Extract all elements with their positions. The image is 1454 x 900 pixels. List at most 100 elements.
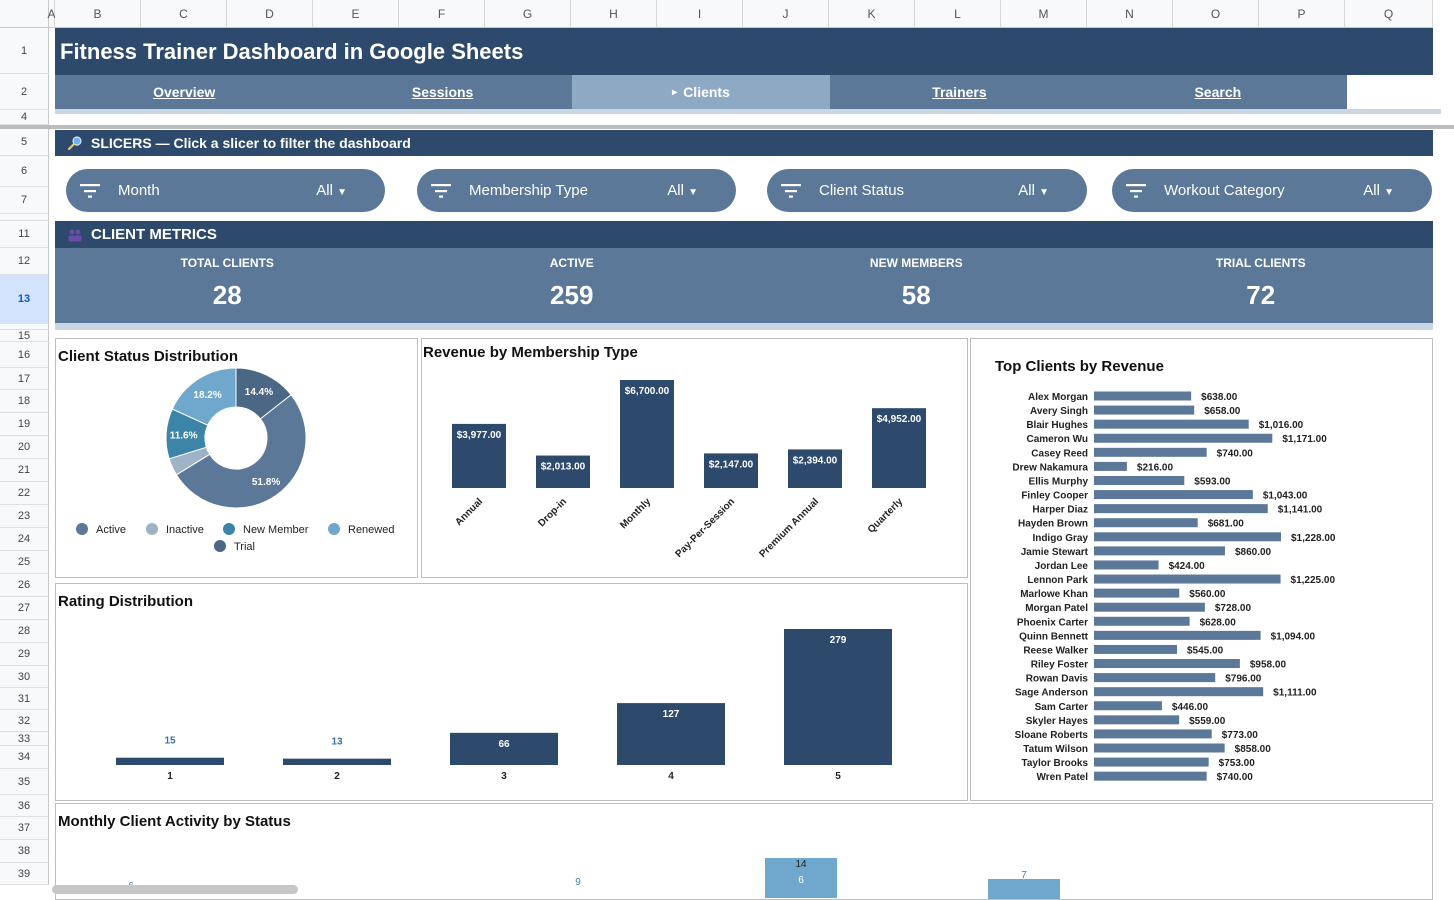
- tab-search[interactable]: Search: [1088, 75, 1348, 109]
- row-header[interactable]: 38: [0, 840, 49, 863]
- row-header[interactable]: 17: [0, 368, 49, 390]
- row-header[interactable]: 34: [0, 746, 49, 769]
- tab-sessions[interactable]: Sessions: [313, 75, 572, 109]
- horizontal-scrollbar[interactable]: [52, 885, 298, 894]
- chart-rating-distribution[interactable]: Rating Distribution 15 1 13 2 66 3 127 4 279 5: [55, 583, 968, 801]
- chart-client-status[interactable]: Client Status Distribution 51.8% 11.6% 18.…: [55, 338, 418, 578]
- row-header[interactable]: 24: [0, 528, 49, 551]
- column-header[interactable]: Q: [1345, 0, 1433, 28]
- bar: [1094, 447, 1207, 457]
- row-header[interactable]: 29: [0, 643, 49, 666]
- bar-value-label: 13: [331, 737, 343, 748]
- legend-label: New Member: [243, 524, 309, 536]
- column-header[interactable]: E: [313, 0, 399, 28]
- row-header[interactable]: 35: [0, 769, 49, 795]
- legend-label: Inactive: [166, 524, 204, 536]
- bar-value-label: $628.00: [1200, 617, 1237, 628]
- column-header[interactable]: D: [227, 0, 313, 28]
- y-tick-label: Sage Anderson: [1015, 688, 1088, 699]
- slicer-membership-type[interactable]: Membership Type All ▼: [417, 169, 736, 212]
- bar-value-label: 127: [663, 709, 680, 720]
- bar: [1094, 546, 1225, 556]
- row-header[interactable]: 36: [0, 795, 49, 817]
- chart-top-clients[interactable]: Top Clients by Revenue Alex Morgan $638.0…: [970, 338, 1433, 801]
- bar-value-label: 66: [498, 739, 510, 750]
- row-header[interactable]: 12: [0, 248, 49, 275]
- bar: [452, 423, 506, 488]
- x-tick-label: 1: [167, 771, 173, 782]
- row-header[interactable]: 39: [0, 863, 49, 885]
- row-header[interactable]: 21: [0, 459, 49, 482]
- slicer-label: Month: [118, 182, 160, 199]
- slicer-month[interactable]: Month All ▼: [66, 169, 385, 212]
- row-header[interactable]: 6: [0, 156, 49, 187]
- slicer-client-status[interactable]: Client Status All ▼: [767, 169, 1087, 212]
- column-header[interactable]: B: [55, 0, 141, 28]
- legend-marker: [76, 523, 88, 535]
- y-tick-label: Blair Hughes: [1026, 420, 1088, 431]
- row-header[interactable]: 5: [0, 129, 49, 156]
- row-header[interactable]: 20: [0, 436, 49, 459]
- row-header[interactable]: 31: [0, 688, 49, 710]
- tab-clients[interactable]: Clients: [571, 75, 831, 109]
- column-header[interactable]: I: [657, 0, 743, 28]
- bar-value-label: $858.00: [1235, 744, 1272, 755]
- tab-trainers[interactable]: Trainers: [830, 75, 1089, 109]
- column-header[interactable]: H: [571, 0, 657, 28]
- bar: [1094, 743, 1225, 753]
- row-header[interactable]: 1: [0, 28, 49, 74]
- column-header[interactable]: M: [1001, 0, 1087, 28]
- bar: [765, 858, 837, 898]
- legend-marker: [223, 523, 235, 535]
- row-header[interactable]: 25: [0, 551, 49, 574]
- column-header[interactable]: J: [743, 0, 829, 28]
- column-header[interactable]: G: [485, 0, 571, 28]
- freeze-divider[interactable]: [0, 125, 1454, 129]
- y-tick-label: Sam Carter: [1035, 702, 1088, 713]
- row-header[interactable]: 22: [0, 482, 49, 505]
- chart-revenue-membership[interactable]: Revenue by Membership Type $3,977.00 Annu…: [421, 338, 968, 578]
- row-header[interactable]: 37: [0, 817, 49, 840]
- row-header[interactable]: 13: [0, 275, 49, 324]
- row-header[interactable]: 23: [0, 505, 49, 528]
- row-header[interactable]: 32: [0, 710, 49, 732]
- pie-slice-label: 11.6%: [170, 431, 198, 442]
- column-header[interactable]: F: [399, 0, 485, 28]
- row-header[interactable]: 26: [0, 574, 49, 597]
- row-header[interactable]: 18: [0, 390, 49, 413]
- column-header[interactable]: N: [1087, 0, 1173, 28]
- slicer-workout-category[interactable]: Workout Category All ▼: [1112, 169, 1432, 212]
- row-header[interactable]: [0, 214, 49, 221]
- bar-value-label: 7: [1021, 870, 1027, 881]
- metric-label: TOTAL CLIENTS: [180, 256, 274, 270]
- row-header[interactable]: 15: [0, 330, 49, 342]
- row-header[interactable]: 7: [0, 187, 49, 214]
- row-header[interactable]: 2: [0, 74, 49, 110]
- row-header[interactable]: [0, 324, 49, 330]
- bar-value-label: $545.00: [1187, 645, 1224, 656]
- bar: [1094, 771, 1207, 781]
- metric-trial-clients: TRIAL CLIENTS 72: [1089, 248, 1434, 323]
- bar: [1094, 419, 1249, 429]
- bar: [1094, 715, 1180, 725]
- column-header[interactable]: L: [915, 0, 1001, 28]
- row-header[interactable]: 4: [0, 110, 49, 125]
- column-header[interactable]: A: [48, 0, 56, 28]
- row-header[interactable]: 28: [0, 620, 49, 643]
- row-header[interactable]: 11: [0, 221, 49, 248]
- x-tick-label: Pay-Per-Session: [674, 496, 738, 560]
- row-header[interactable]: 16: [0, 342, 49, 368]
- select-all-corner[interactable]: [0, 0, 49, 28]
- row-header[interactable]: 30: [0, 666, 49, 688]
- tab-overview[interactable]: Overview: [55, 75, 314, 109]
- column-header[interactable]: P: [1259, 0, 1345, 28]
- y-tick-label: Casey Reed: [1031, 448, 1088, 459]
- row-header[interactable]: 19: [0, 413, 49, 436]
- column-header[interactable]: O: [1173, 0, 1259, 28]
- row-header[interactable]: 33: [0, 732, 49, 746]
- y-tick-label: Finley Cooper: [1021, 491, 1088, 502]
- row-header[interactable]: 27: [0, 597, 49, 620]
- column-header[interactable]: C: [141, 0, 227, 28]
- chart-title: Client Status Distribution: [58, 348, 238, 365]
- column-header[interactable]: K: [829, 0, 915, 28]
